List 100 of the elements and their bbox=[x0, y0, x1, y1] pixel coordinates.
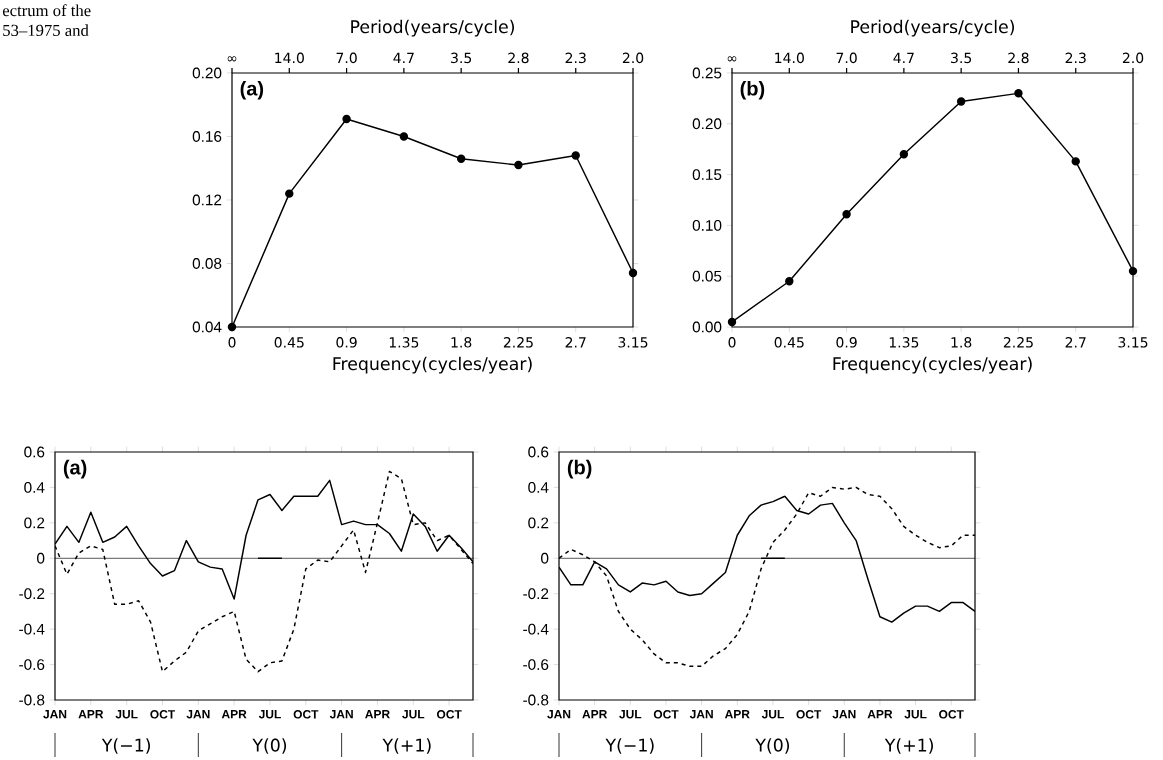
y-tick-label: 0.2 bbox=[528, 517, 549, 529]
x2-axis-title: Period(years/cycle) bbox=[851, 19, 1014, 37]
y-tick-label: -0.6 bbox=[19, 659, 45, 670]
x-tick-label: JAN bbox=[329, 710, 353, 719]
x-tick-label: APR bbox=[582, 710, 608, 719]
text: ectrum of the bbox=[2, 4, 91, 17]
chart-title: (a) bbox=[63, 459, 87, 479]
text: Y(−1) bbox=[101, 738, 150, 754]
x-tick-label: 2.25 bbox=[503, 337, 533, 348]
x-tick-label: JAN bbox=[547, 710, 571, 719]
x-tick-label: OCT bbox=[653, 710, 679, 719]
x-tick-label: APR bbox=[365, 710, 390, 719]
text: ∞ bbox=[227, 56, 237, 62]
annotation: 7.0 bbox=[836, 52, 857, 64]
x-tick-label: 1.8 bbox=[951, 337, 972, 348]
x-tick-label: APR bbox=[867, 710, 893, 719]
y-tick-label: 0.2 bbox=[24, 517, 45, 529]
point bbox=[899, 150, 909, 159]
point bbox=[727, 317, 737, 327]
x-tick-label: JUL bbox=[115, 710, 138, 719]
x-tick-label: JUL bbox=[619, 710, 642, 719]
x-tick-label: APR bbox=[78, 710, 104, 719]
annotation: 2.0 bbox=[622, 52, 644, 64]
y-tick-label: 0.05 bbox=[692, 270, 722, 282]
y-tick-label: -0.2 bbox=[523, 588, 549, 600]
annotation: 3.5 bbox=[451, 52, 472, 64]
annotation: 3.5 bbox=[951, 52, 972, 64]
annotation: 4.7 bbox=[893, 52, 914, 63]
x-tick-label: OCT bbox=[293, 710, 319, 719]
point bbox=[285, 189, 294, 198]
point bbox=[227, 322, 237, 332]
y-tick-label: 0.6 bbox=[528, 446, 549, 458]
text: ∞ bbox=[727, 56, 737, 62]
text: Y(0) bbox=[252, 738, 287, 754]
y-tick-label: 0.04 bbox=[192, 321, 222, 333]
x-tick-label: 0.9 bbox=[836, 337, 857, 348]
x-tick-label: OCT bbox=[436, 710, 462, 719]
y-tick-label: -0.4 bbox=[19, 623, 45, 635]
annotation: 4.7 bbox=[393, 52, 414, 63]
y-tick-label: -0.4 bbox=[523, 623, 549, 635]
y-tick-label: 0.08 bbox=[192, 258, 222, 269]
x-tick-label: 0.9 bbox=[336, 337, 357, 348]
annotation: 2.0 bbox=[1122, 52, 1144, 64]
point bbox=[1128, 266, 1138, 276]
point bbox=[628, 268, 638, 278]
x-tick-label: OCT bbox=[150, 710, 176, 719]
point bbox=[842, 210, 851, 219]
annotation: 2.8 bbox=[1008, 52, 1029, 64]
x-tick-label: JAN bbox=[689, 710, 713, 719]
x-tick-label: 0.45 bbox=[774, 337, 804, 348]
x-tick-label: JUL bbox=[402, 710, 425, 719]
annotation: 14.0 bbox=[275, 52, 304, 64]
x-tick-label: 2.25 bbox=[1003, 337, 1033, 348]
y-tick-label: -0.6 bbox=[523, 659, 549, 670]
annotation: 2.3 bbox=[1065, 52, 1086, 64]
y-tick-label: 0.00 bbox=[692, 321, 722, 333]
annotation: 14.0 bbox=[775, 52, 804, 64]
annotation: 2.8 bbox=[508, 52, 529, 64]
x2-axis-title: Period(years/cycle) bbox=[351, 19, 514, 37]
x-tick-label: JUL bbox=[761, 710, 784, 719]
x-tick-label: 2.7 bbox=[565, 337, 586, 348]
text: Y(+1) bbox=[382, 738, 431, 754]
point bbox=[956, 97, 966, 106]
x-tick-label: 1.8 bbox=[451, 337, 472, 348]
point bbox=[1071, 157, 1080, 166]
y-tick-label: -0.2 bbox=[19, 588, 45, 600]
x-tick-label: 1.35 bbox=[889, 337, 919, 348]
x-tick-label: JUL bbox=[904, 710, 927, 719]
point bbox=[342, 114, 351, 124]
point bbox=[1014, 89, 1023, 98]
y-tick-label: 0.25 bbox=[692, 67, 722, 79]
y-tick-label: 0.15 bbox=[692, 169, 722, 181]
chart-title: (b) bbox=[567, 459, 592, 479]
x-tick-label: 3.15 bbox=[618, 337, 648, 348]
y-tick-label: 0.4 bbox=[24, 482, 45, 493]
point bbox=[399, 132, 409, 141]
x-axis-title: Frequency(cycles/year) bbox=[833, 356, 1032, 374]
annotation: 2.3 bbox=[565, 52, 586, 64]
y-tick-label: 0 bbox=[541, 552, 549, 564]
y-tick-label: -0.8 bbox=[523, 694, 549, 706]
x-tick-label: 1.35 bbox=[389, 337, 419, 348]
text: Y(+1) bbox=[884, 738, 933, 754]
text: Y(0) bbox=[755, 738, 790, 754]
annotation: 7.0 bbox=[336, 52, 357, 64]
y-tick-label: 0.6 bbox=[24, 446, 45, 458]
x-tick-label: OCT bbox=[796, 710, 822, 719]
x-tick-label: APR bbox=[724, 710, 750, 719]
x-tick-label: APR bbox=[221, 710, 247, 719]
x-tick-label: JUL bbox=[258, 710, 281, 719]
x-tick-label: OCT bbox=[939, 710, 964, 719]
y-tick-label: 0 bbox=[37, 552, 45, 564]
y-tick-label: 0.20 bbox=[692, 118, 722, 130]
text: Y(−1) bbox=[605, 738, 654, 754]
x-tick-label: JAN bbox=[186, 710, 210, 719]
x-tick-label: 0 bbox=[228, 337, 236, 348]
chart-title: (b) bbox=[740, 80, 765, 100]
point bbox=[456, 154, 466, 163]
y-tick-label: 0.4 bbox=[528, 482, 549, 493]
y-tick-label: 0.20 bbox=[192, 67, 222, 79]
text: 53–1975 and bbox=[3, 24, 89, 36]
